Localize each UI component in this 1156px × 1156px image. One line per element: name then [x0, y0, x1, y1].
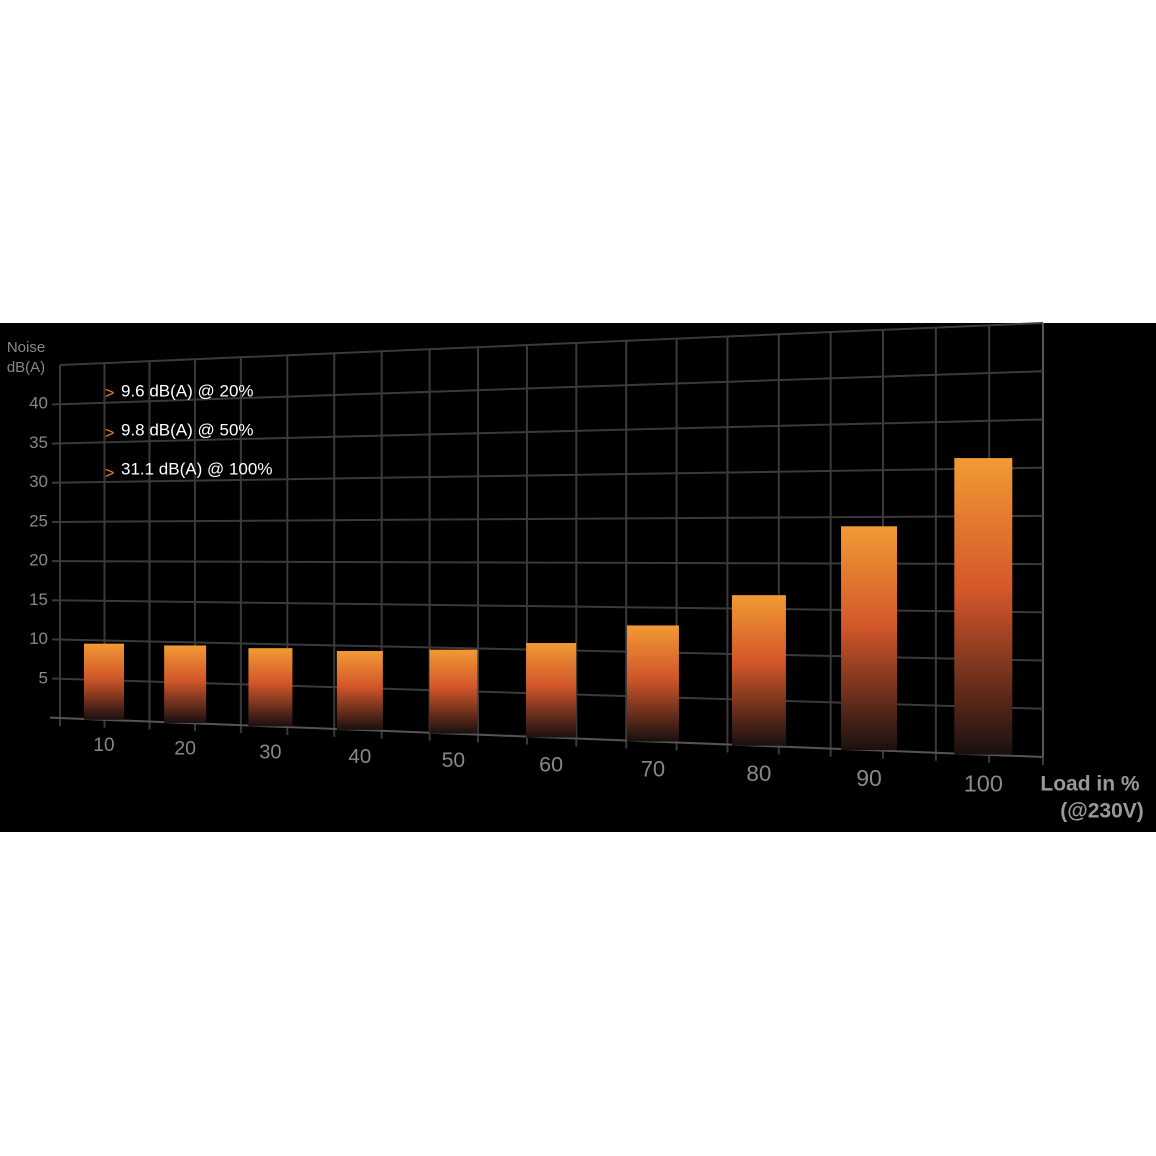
x-axis-label: (@230V) [1060, 800, 1144, 823]
annotation-bullet: > [105, 385, 114, 402]
y-tick-label: 35 [29, 433, 48, 452]
y-tick-label: 40 [29, 394, 48, 413]
annotation-bullet: > [105, 425, 114, 442]
x-tick-label: 100 [964, 770, 1003, 796]
plot-top [59, 322, 1044, 366]
y-axis-label: dB(A) [7, 359, 45, 376]
grid-line [51, 370, 1044, 406]
y-tick-label: 10 [29, 629, 48, 648]
bar [626, 625, 679, 742]
bar [164, 645, 207, 723]
grid-line [51, 514, 1044, 523]
x-tick-label: 20 [174, 738, 196, 760]
grid-line [51, 418, 1044, 445]
bar [954, 458, 1013, 755]
x-tick-label: 90 [856, 765, 882, 791]
x-tick-label: 80 [746, 761, 771, 786]
y-tick-label: 15 [29, 590, 48, 609]
bar [248, 648, 293, 727]
bar [841, 526, 898, 751]
x-tick-label: 50 [442, 749, 465, 772]
annotation: 31.1 dB(A) @ 100% [121, 459, 272, 478]
y-axis-label: Noise [7, 339, 45, 356]
bar [731, 595, 786, 746]
bar [336, 650, 383, 730]
grid-line [51, 466, 1044, 484]
annotation: 9.8 dB(A) @ 50% [121, 420, 254, 439]
y-tick-label: 20 [29, 551, 48, 570]
bar [429, 649, 478, 734]
y-tick-label: 5 [39, 668, 48, 687]
annotation-bullet: > [105, 465, 114, 482]
x-tick-label: 60 [539, 753, 563, 777]
y-tick-label: 30 [29, 472, 48, 491]
x-axis-label: Load in % [1040, 773, 1139, 796]
x-tick-label: 30 [259, 742, 281, 764]
bar [84, 643, 124, 720]
y-tick-label: 25 [29, 511, 48, 530]
x-tick-label: 70 [641, 756, 665, 781]
bar [526, 643, 577, 738]
x-tick-label: 40 [348, 745, 371, 768]
annotation: 9.6 dB(A) @ 20% [121, 381, 254, 400]
x-tick-label: 10 [93, 735, 114, 756]
